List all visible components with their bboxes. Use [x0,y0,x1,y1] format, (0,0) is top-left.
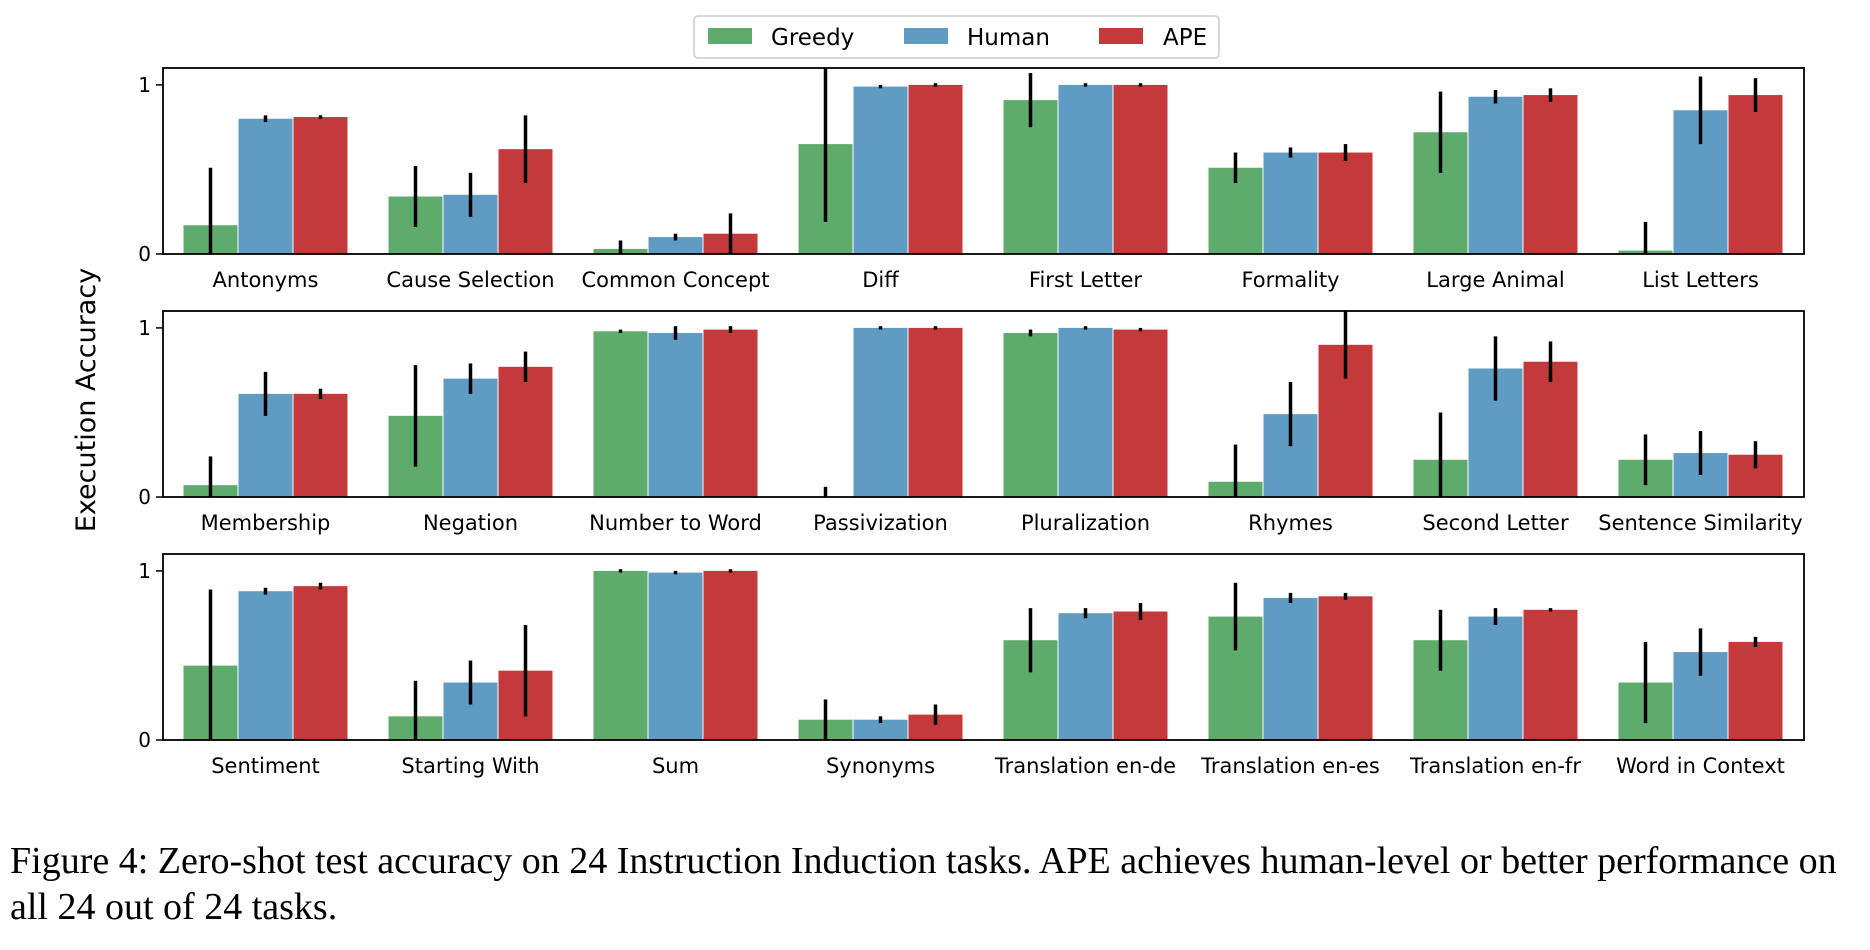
bar-human-pluralization [1058,327,1113,497]
category-label: Diff [862,268,899,292]
category-label: Pluralization [1021,511,1150,535]
category-label: Cause Selection [386,268,554,292]
panel-frame [162,310,1805,498]
category-label: Sum [652,754,699,778]
category-label: Word in Context [1616,754,1785,778]
category-label: Sentiment [211,754,320,778]
category-label: Starting With [401,754,539,778]
bar-ape-pluralization [1113,329,1168,497]
y-tick-label-1: 1 [138,316,151,340]
category-label: Formality [1241,268,1339,292]
bar-human-antonyms [238,118,293,255]
bar-greedy-pluralization [1003,332,1058,497]
bar-human-synonyms [853,719,908,740]
category-label: Negation [423,511,518,535]
bar-human-formality [1263,152,1318,254]
chart-panels: 0 1 Antonyms Cause Selection Common Concept D… [138,67,1805,778]
legend-label-ape: APE [1163,25,1207,51]
bar-human-number-to-word [648,332,703,497]
y-tick-label-1: 1 [138,559,151,583]
legend-frame [693,15,1220,59]
category-label: Sentence Similarity [1598,511,1802,535]
bar-ape-diff [908,84,963,254]
category-label: Translation en-es [1200,754,1380,778]
bar-human-sentiment [238,591,293,740]
legend-swatch-ape [1099,28,1143,44]
y-tick-label-0: 0 [138,485,151,509]
bar-human-translation-en-es [1263,597,1318,740]
bar-human-translation-en-fr [1468,616,1523,740]
bar-human-sum [648,572,703,740]
panel-3: 0 1 Sentiment Starting With Sum Synonyms Trans… [138,553,1805,778]
bar-ape-translation-en-es [1318,596,1373,740]
category-label: Membership [201,511,331,535]
panel-frame [162,553,1805,741]
y-tick-label-0: 0 [138,728,151,752]
bar-ape-first-letter [1113,84,1168,254]
bar-human-translation-en-de [1058,613,1113,740]
bar-ape-second-letter [1523,361,1578,497]
bar-human-passivization [853,327,908,497]
bar-ape-translation-en-de [1113,611,1168,740]
bar-human-common-concept [648,237,703,254]
bar-human-first-letter [1058,84,1113,254]
bar-ape-sum [703,570,758,740]
bar-greedy-number-to-word [593,331,648,497]
category-label: Second Letter [1422,511,1569,535]
bar-ape-membership [293,393,348,497]
bar-ape-word-in-context [1728,641,1783,740]
category-label: Number to Word [589,511,762,535]
bar-ape-antonyms [293,117,348,254]
panel-frame [162,67,1805,255]
bar-chart-figure: Greedy Human APE Execution Accuracy 0 1 An… [71,15,1805,778]
category-label: Synonyms [826,754,935,778]
category-label: Translation en-fr [1409,754,1581,778]
panel-2: 0 1 Membership Negation Number to Word Passiv… [138,310,1805,535]
y-tick-label-1: 1 [138,73,151,97]
category-label: List Letters [1642,268,1759,292]
bar-human-diff [853,86,908,254]
bar-ape-passivization [908,327,963,497]
bar-ape-sentiment [293,586,348,740]
bar-ape-translation-en-fr [1523,609,1578,740]
y-tick-label-0: 0 [138,242,151,266]
bar-greedy-sum [593,570,648,740]
legend-label-greedy: Greedy [771,25,854,51]
category-label: Passivization [813,511,948,535]
chart-legend: Greedy Human APE [693,15,1220,59]
panel-1: 0 1 Antonyms Cause Selection Common Concept D… [138,67,1805,292]
category-label: Antonyms [213,268,319,292]
y-axis-label: Execution Accuracy [71,268,102,532]
legend-swatch-human [904,28,948,44]
bar-ape-list-letters [1728,95,1783,255]
figure-caption: Figure 4: Zero-shot test accuracy on 24 … [10,840,1837,928]
bar-ape-large-animal [1523,95,1578,255]
category-label: Rhymes [1248,511,1333,535]
legend-swatch-greedy [708,28,752,44]
bar-human-negation [443,378,498,497]
bar-ape-negation [498,366,553,497]
category-label: First Letter [1029,268,1143,292]
category-label: Common Concept [581,268,769,292]
category-label: Large Animal [1426,268,1564,292]
bar-ape-number-to-word [703,329,758,497]
category-label: Translation en-de [994,754,1176,778]
bar-ape-formality [1318,152,1373,254]
bar-human-large-animal [1468,96,1523,254]
legend-label-human: Human [967,25,1050,51]
